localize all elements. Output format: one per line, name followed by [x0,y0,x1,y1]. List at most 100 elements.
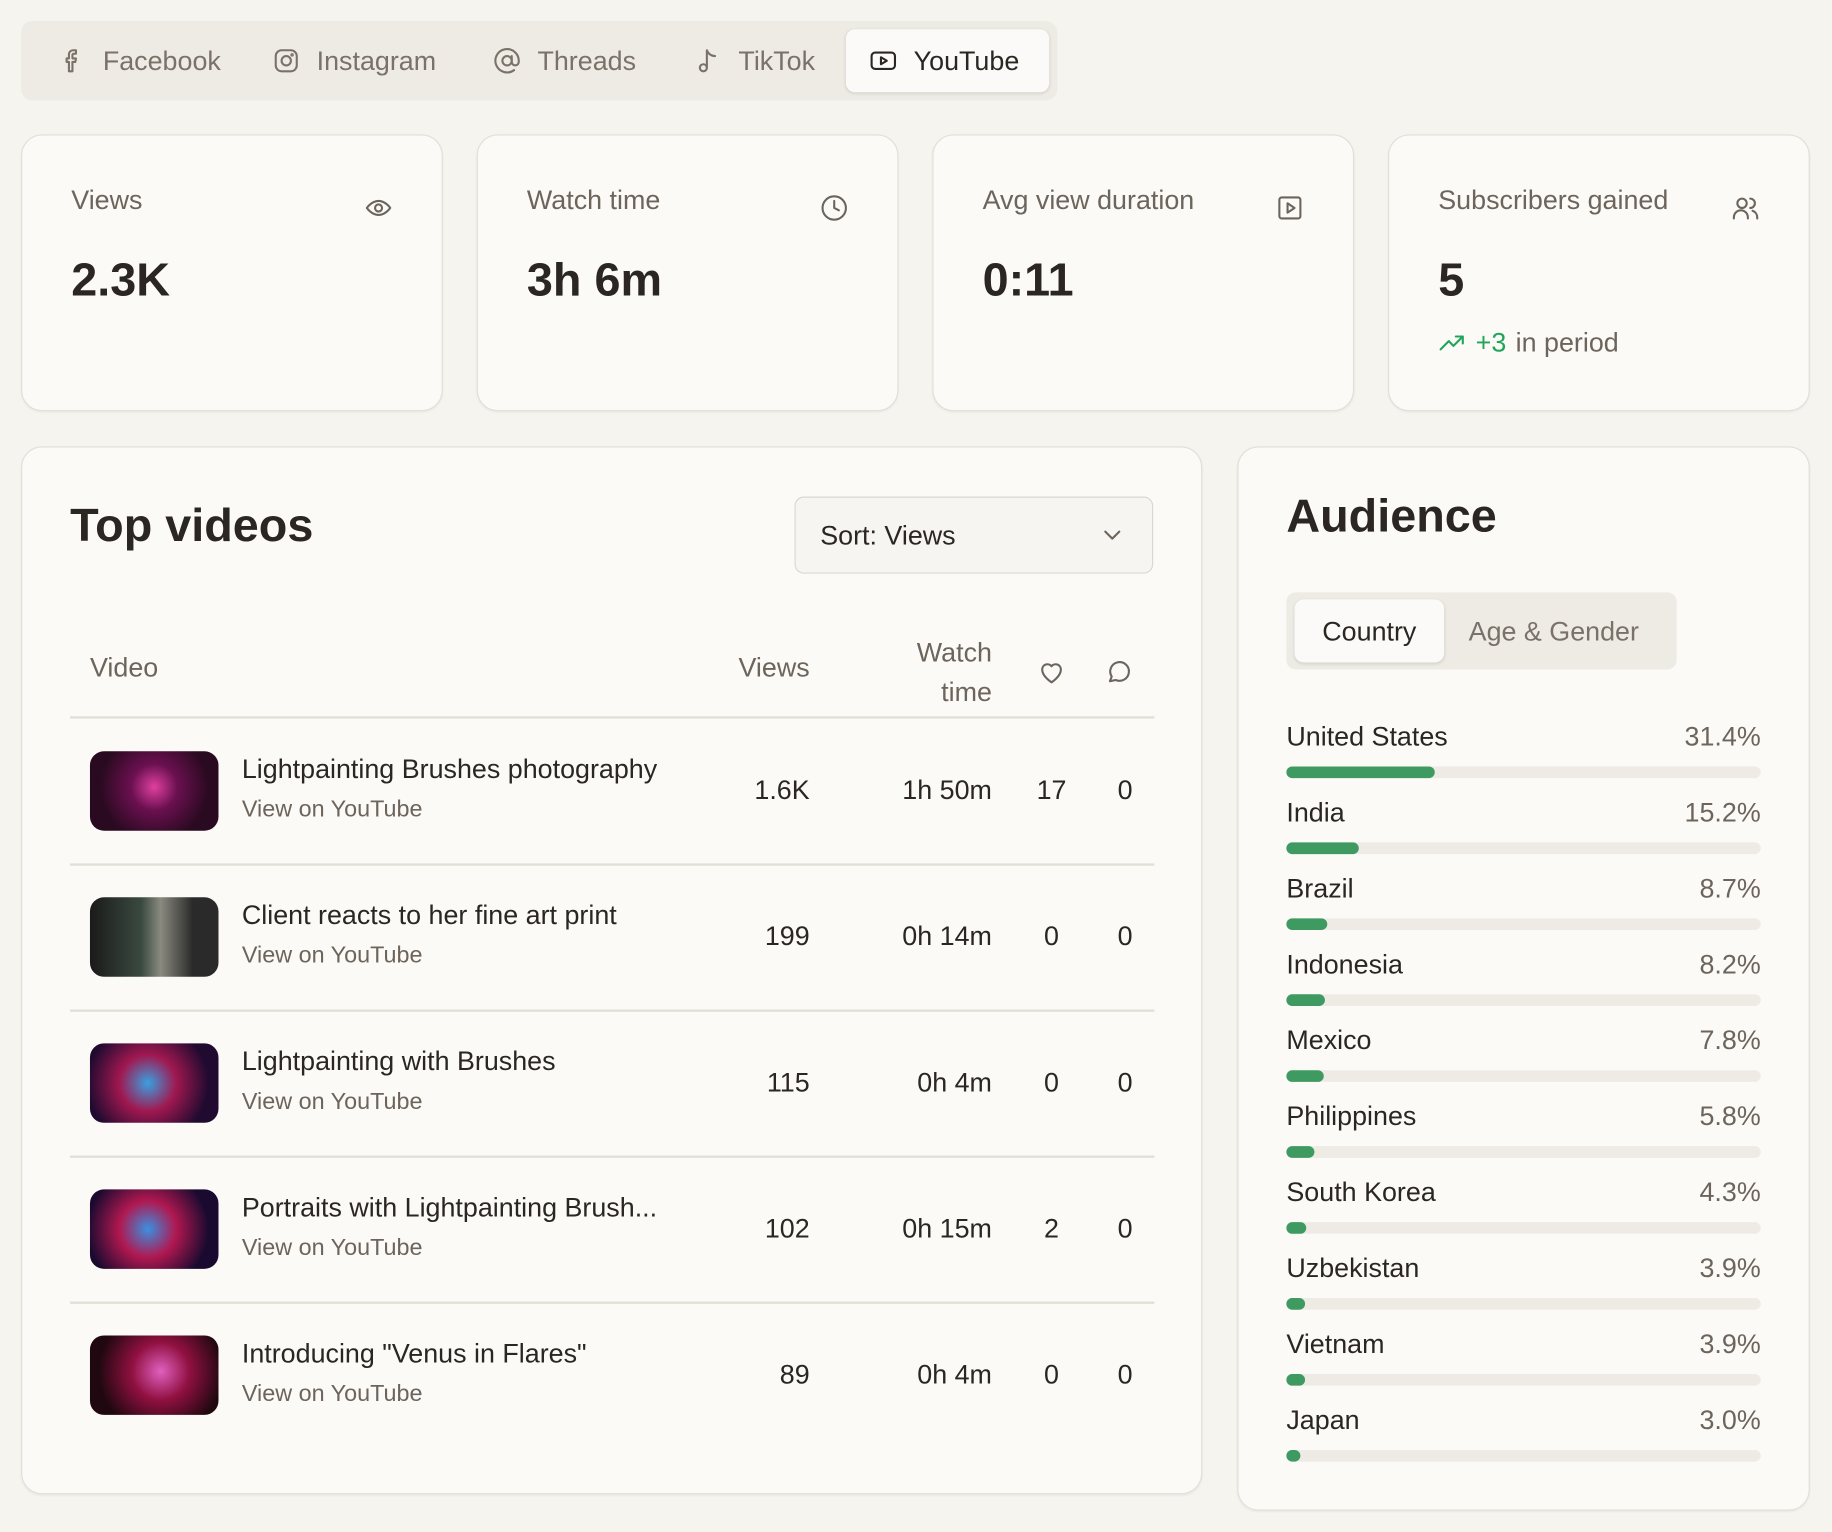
share-bar [1286,994,1326,1006]
share-track [1286,842,1761,855]
clock-icon [821,195,847,221]
share-track [1286,918,1761,931]
chevron [1104,530,1121,540]
row-divider [70,1301,1155,1304]
video-thumbnail [89,1335,219,1415]
column-header: Views [738,651,810,683]
views: 89 [779,1358,810,1390]
country-share: 31.4% [1684,720,1761,752]
comments: 0 [1117,1358,1133,1390]
stat-card: Watch time 3h 6m [476,134,899,412]
watch-time: 0h 4m [917,1358,992,1390]
video-title: Lightpainting with Brushes [241,1045,556,1077]
video-thumbnail [89,1043,219,1123]
share-track [1286,766,1761,779]
eye-icon [365,199,392,217]
country-name: Brazil [1286,872,1354,904]
tab-label: TikTok [738,44,816,76]
share-track [1286,1070,1761,1082]
video-thumbnail [89,897,219,977]
country-share: 3.0% [1699,1404,1761,1435]
share-track [1286,1146,1761,1158]
share-track [1286,1222,1761,1234]
video-link[interactable]: View on YouTube [241,1234,423,1261]
column-header: Video [89,651,159,683]
country-share: 8.7% [1699,872,1761,904]
watch-time: 0h 15m [902,1212,992,1244]
row-divider [70,1155,1155,1158]
audience-tabs: Country Age & Gender [1286,592,1677,670]
audience-tab[interactable]: Country [1294,599,1445,663]
share-bar [1286,1298,1305,1310]
tab[interactable]: Facebook [35,29,244,92]
country-share: 3.9% [1699,1252,1761,1283]
video-title: Client reacts to her fine art print [241,899,617,931]
share-bar [1286,766,1436,779]
stat-card: Avg view duration 0:11 [932,134,1355,412]
share-bar [1286,918,1328,931]
views: 1.6K [754,774,810,806]
share-track [1286,1449,1761,1462]
country-name: Uzbekistan [1286,1252,1420,1283]
views: 199 [764,920,810,952]
sort-dropdown[interactable]: Sort: Views [794,496,1154,574]
share-bar [1286,1222,1307,1234]
country-name: Vietnam [1286,1328,1385,1359]
header-divider [70,716,1155,718]
share-bar [1286,1449,1301,1462]
comments: 0 [1117,774,1133,806]
country-share: 5.8% [1699,1100,1761,1131]
stat-label: Views [71,184,143,215]
audience-tab[interactable]: Age & Gender [1445,599,1662,662]
video-link[interactable]: View on YouTube [241,796,423,823]
tab-label: Facebook [102,44,221,76]
stat-card: Views 2.3K [21,134,443,412]
video-title: Introducing "Venus in Flares" [241,1337,587,1369]
country-name: United States [1286,720,1448,752]
video-link[interactable]: View on YouTube [241,942,423,969]
comments-icon [1108,661,1130,683]
tab[interactable]: TikTok [671,29,839,92]
country-share: 8.2% [1699,948,1761,980]
video-thumbnail [89,1189,219,1269]
stat-label: Subscribers gained [1438,184,1669,215]
country-share: 4.3% [1699,1176,1761,1207]
views: 102 [764,1212,810,1244]
tab[interactable]: YouTube [845,29,1050,93]
row-divider [70,1009,1155,1012]
country-share: 3.9% [1699,1328,1761,1359]
video-title: Portraits with Lightpainting Brush... [241,1191,658,1223]
likes: 0 [1044,920,1059,952]
share-track [1286,1298,1761,1310]
share-bar [1286,1146,1314,1158]
stat-value: 3h 6m [526,254,663,307]
comments: 0 [1117,920,1133,952]
country-share: 7.8% [1699,1024,1761,1056]
views: 115 [766,1066,810,1098]
tab-label: YouTube [913,44,1020,76]
country-name: Mexico [1286,1024,1372,1056]
play-icon [1278,196,1302,220]
stat-value: 5 [1438,254,1465,307]
watch-time: 1h 50m [902,774,992,806]
country-name: Philippines [1286,1100,1417,1131]
comments: 0 [1117,1212,1133,1244]
stat-label: Avg view duration [982,184,1195,215]
tab[interactable]: Threads [470,29,660,92]
stat-value: 0:11 [982,254,1074,307]
country-name: India [1286,796,1345,828]
users-icon [1732,197,1759,220]
tab[interactable]: Instagram [249,29,460,92]
video-title: Lightpainting Brushes photography [241,753,658,784]
video-link[interactable]: View on YouTube [241,1381,423,1407]
country-name: Indonesia [1286,948,1403,980]
video-link[interactable]: View on YouTube [241,1088,423,1115]
column-header: Watch time [916,636,992,707]
share-track [1286,1374,1761,1386]
watch-time: 0h 4m [917,1066,992,1098]
panel-title: Audience [1286,490,1497,543]
share-bar [1286,1374,1305,1386]
change-note: in period [1515,327,1619,358]
country-name: Japan [1286,1404,1360,1435]
